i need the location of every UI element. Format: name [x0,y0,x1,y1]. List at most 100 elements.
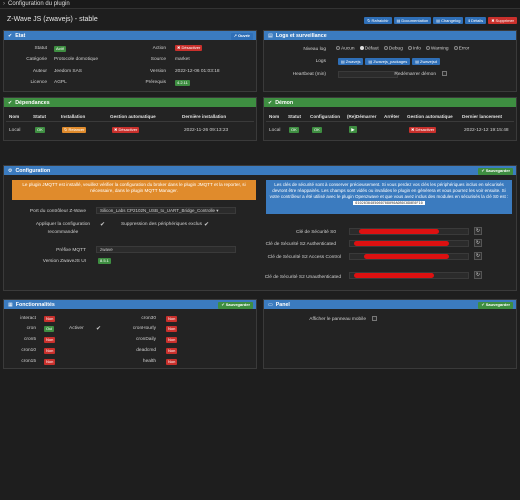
config-save-button[interactable]: ✔ Sauvegarder [478,167,513,175]
dep-deactivate-button[interactable]: ✖ Désactiver [112,127,140,133]
grid-icon: ▦ [8,301,13,308]
col-installation: Installation [61,114,86,119]
feature-name: interact [20,316,36,321]
plugin-header: Z-Wave JS (zwavejs) - stable ↻ Rafraichi… [0,10,520,28]
demon-nom: Local [269,128,281,133]
delete-button[interactable]: ✖ Supprimer [488,17,517,24]
fonctionnalites-header: ▦ Fonctionnalités ✔ Sauvegarder [4,300,256,309]
refresh-icon[interactable]: ↻ [474,227,482,235]
open-button[interactable]: ↗ Ouvrir [230,32,253,40]
deactivate-plugin-button[interactable]: ✖ Désactiver [175,45,203,51]
panel-panel: ▭ Panel ✔ Sauvegarder Afficher le pannea… [263,299,517,369]
suppression-check-icon[interactable]: ✔ [204,222,210,228]
col-statut: Statut [288,114,302,119]
refresh-icon[interactable]: ↻ [474,271,482,279]
changelog-button[interactable]: ▤ Changelog [433,17,464,24]
log-level-warning[interactable]: Warning [425,46,449,51]
plugin-title: Z-Wave JS (zwavejs) - stable [7,16,98,23]
log-zwavejsd-button[interactable]: ▤ Zwavejsd [412,58,440,65]
details-button[interactable]: ℹ Détails [465,17,487,24]
activer-label: Activer [69,326,84,331]
heartbeat-input[interactable] [338,71,398,78]
configuration-panel: ⚙ Configuration ✔ Sauvegarder Le plugin … [3,165,517,291]
gear-icon: ⚙ [8,167,13,174]
log-zwavejs-button[interactable]: ▤ Zwavejs [338,58,364,65]
log-level-aucun[interactable]: Aucun [336,46,355,51]
dependances-header: ✔ Dépendances [4,98,256,107]
log-level-debug[interactable]: Debug [383,46,403,51]
afficher-panneau-checkbox[interactable] [372,316,377,321]
heartbeat-label: Heartbeat (min) [292,72,326,77]
version-label: Version [150,69,166,74]
feature-status-badge: Non [44,359,56,365]
s0-key-value: 0102030405060708090A0B0C0D0E0F10 [353,201,425,205]
port-label: Port du contrôleur Z-Wave [29,209,86,214]
dep-date: 2022-11-26 09:13:23 [184,128,229,133]
feature-name: cron5 [24,337,36,342]
prefixe-input[interactable]: zwave [96,246,236,253]
feature-status-badge: Non [166,337,178,343]
demon-header: ✔ Démon [264,98,516,107]
configuration-header: ⚙ Configuration ✔ Sauvegarder [4,166,516,175]
modal-title: Configuration du plugin [8,1,70,7]
demon-status-badge: OK [289,127,299,133]
etat-header: ✔ Etat ↗ Ouvrir [4,31,256,40]
feature-name: cron [26,326,36,331]
documentation-button[interactable]: ▤ Documentation [393,17,432,24]
feature-status-badge: Non [166,326,178,332]
panel-header: ▭ Panel ✔ Sauvegarder [264,300,516,309]
demon-config-badge: OK [312,127,322,133]
refresh-icon[interactable]: ↻ [474,239,482,247]
refresh-icon[interactable]: ↻ [474,252,482,260]
log-level-info[interactable]: Info [407,46,421,51]
demon-deactivate-button[interactable]: ✖ Désactiver [409,127,437,133]
prerequis-badge: 4.2.11 [175,80,190,86]
divider [6,121,254,122]
chevron-right-icon[interactable]: › [3,1,5,7]
check-circle-icon: ✔ [8,99,13,106]
version-zwavejs-label: Version ZwaveJS UI [42,259,86,264]
demon-date: 2022-12-12 19:15:48 [464,128,509,133]
log-buttons: ▤ Zwavejs ▤ Zwavejs_packages ▤ Zwavejsd [338,58,440,65]
dep-status-badge: OK [35,127,45,133]
auteur-value: Jeedom SAS [54,69,82,74]
log-zwavejs-packages-button[interactable]: ▤ Zwavejs_packages [365,58,411,65]
source-label: Source [150,57,166,62]
redaction-mark [354,273,434,278]
feature-status-badge: Non [166,359,178,365]
appliquer-check-icon[interactable]: ✔ [100,222,106,228]
col-gestion: Gestion automatique [110,114,156,119]
log-level-error[interactable]: Error [453,46,469,51]
play-icon[interactable]: ▶ [349,126,357,133]
log-level-defaut[interactable]: Défaut [359,46,379,51]
feature-name: cronDaily [136,337,156,342]
panel-save-button[interactable]: ✔ Sauvegarder [478,301,513,309]
licence-label: Licence [30,80,47,85]
logs-header: ▤ Logs et surveillance [264,31,516,40]
feature-name: cron15 [21,359,36,364]
file-icon: ▤ [268,32,273,39]
feature-name: cron10 [21,348,36,353]
afficher-panneau-label: Afficher le panneau mobile [309,317,366,322]
divider [266,121,514,122]
col-dernier: Dernier lancement [462,114,503,119]
refresh-button[interactable]: ↻ Rafraichir [364,17,392,24]
key-s0-label: Clé de Sécurité S0 [296,230,336,235]
niveau-log-label: Niveau log [303,47,326,52]
prerequis-label: Prérequis [145,80,166,85]
key-s2-auth-label: Clé de Sécurité S2 Authenticated [265,242,336,247]
col-redemarrer: (Re)Démarrer [347,114,377,119]
status-badge: Actif [54,46,66,52]
fonct-save-button[interactable]: ✔ Sauvegarder [218,301,253,309]
feature-name: health [142,359,156,364]
key-s2-access-label: Clé de Sécurité S2 Access Control [267,255,341,260]
jmqtt-alert: Le plugin JMQTT est installé, veuillez v… [12,180,256,200]
redemarrer-checkbox[interactable] [442,71,447,76]
appliquer-label: Appliquer la configuration recommandée [35,222,91,235]
relancer-button[interactable]: ↻ Relancer [62,127,87,133]
port-select[interactable]: Silicon_Labs CP2102N_USB_to_UART_Bridge_… [96,207,236,214]
version-zwavejs-badge: 8.5.1 [98,258,111,264]
activer-check-icon[interactable]: ✔ [96,326,102,332]
suppression-label: Suppression des périphériques exclus [120,222,202,227]
col-nom: Nom [9,114,20,119]
